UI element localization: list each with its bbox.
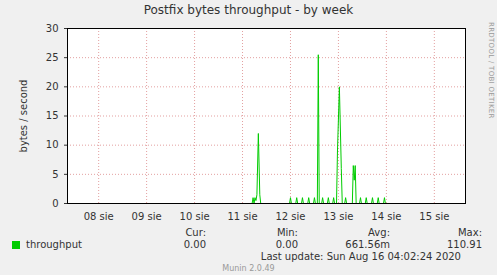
html-text:0.00: 0.00 xyxy=(275,239,298,250)
svg-text:15: 15 xyxy=(46,110,59,121)
svg-text:10 sie: 10 sie xyxy=(180,211,210,222)
svg-text:5: 5 xyxy=(52,169,58,180)
html-text:Postfix bytes throughput - by: Postfix bytes throughput - by week xyxy=(143,3,354,17)
svg-text:08 sie: 08 sie xyxy=(84,211,114,222)
html-text:throughput: throughput xyxy=(26,239,82,250)
html-text:Avg:: Avg: xyxy=(368,227,390,238)
svg-text:12 sie: 12 sie xyxy=(275,211,305,222)
svg-text:14 sie: 14 sie xyxy=(371,211,401,222)
svg-text:20: 20 xyxy=(46,81,59,92)
svg-text:bytes / second: bytes / second xyxy=(18,80,29,153)
html-text:0.00: 0.00 xyxy=(183,239,206,250)
svg-text:25: 25 xyxy=(46,52,59,63)
html-text:110.91: 110.91 xyxy=(447,239,482,250)
svg-text:11 sie: 11 sie xyxy=(228,211,258,222)
html-text:RRDTOOL / TOBI OETIKER: RRDTOOL / TOBI OETIKER xyxy=(487,22,495,119)
svg-text:10: 10 xyxy=(46,139,59,150)
html-text:661.56m: 661.56m xyxy=(345,239,390,250)
html-text:Last update: Sun Aug 16 04:02:: Last update: Sun Aug 16 04:02:24 2020 xyxy=(260,251,461,262)
svg-text:13 sie: 13 sie xyxy=(323,211,353,222)
svg-text:15 sie: 15 sie xyxy=(419,211,449,222)
html-text:Cur:: Cur: xyxy=(185,227,206,238)
html-text:Munin 2.0.49: Munin 2.0.49 xyxy=(222,264,275,273)
html-text:Min:: Min: xyxy=(276,227,298,238)
svg-text:30: 30 xyxy=(46,23,59,34)
svg-text:09 sie: 09 sie xyxy=(132,211,162,222)
html-text:Max:: Max: xyxy=(458,227,482,238)
svg-text:0: 0 xyxy=(52,198,58,209)
